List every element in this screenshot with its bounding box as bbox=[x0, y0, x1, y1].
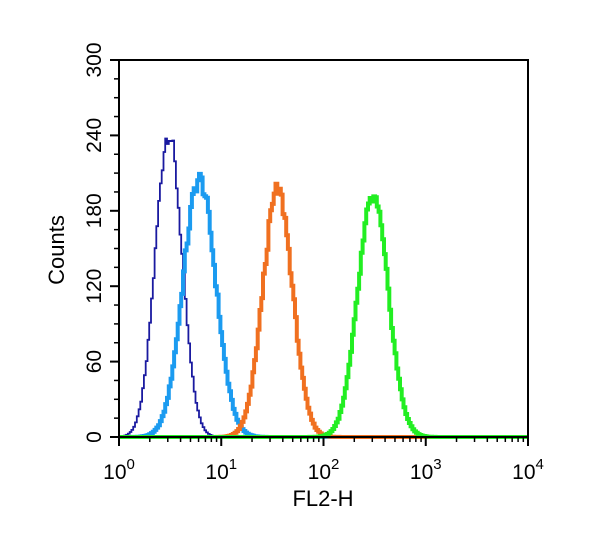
y-tick-label: 120 bbox=[83, 269, 106, 304]
y-axis: 0 60 120 180 240 300 bbox=[83, 42, 119, 443]
x-axis: 100 101 102 103 104 bbox=[103, 437, 544, 484]
y-tick-label: 240 bbox=[83, 118, 106, 153]
x-tick-label: 103 bbox=[410, 456, 442, 484]
y-tick-label: 60 bbox=[83, 350, 106, 373]
y-tick-label: 0 bbox=[83, 431, 106, 443]
x-tick-label: 104 bbox=[512, 456, 544, 484]
y-axis-title: Counts bbox=[44, 215, 69, 285]
y-tick-label: 300 bbox=[83, 42, 106, 77]
histogram-series-1 bbox=[119, 137, 528, 438]
x-tick-label: 100 bbox=[103, 456, 135, 484]
x-tick-label: 102 bbox=[308, 456, 340, 484]
x-tick-label: 101 bbox=[205, 456, 237, 484]
series-layer bbox=[119, 137, 528, 439]
y-tick-label: 180 bbox=[83, 193, 106, 228]
x-axis-title: FL2-H bbox=[292, 486, 353, 511]
